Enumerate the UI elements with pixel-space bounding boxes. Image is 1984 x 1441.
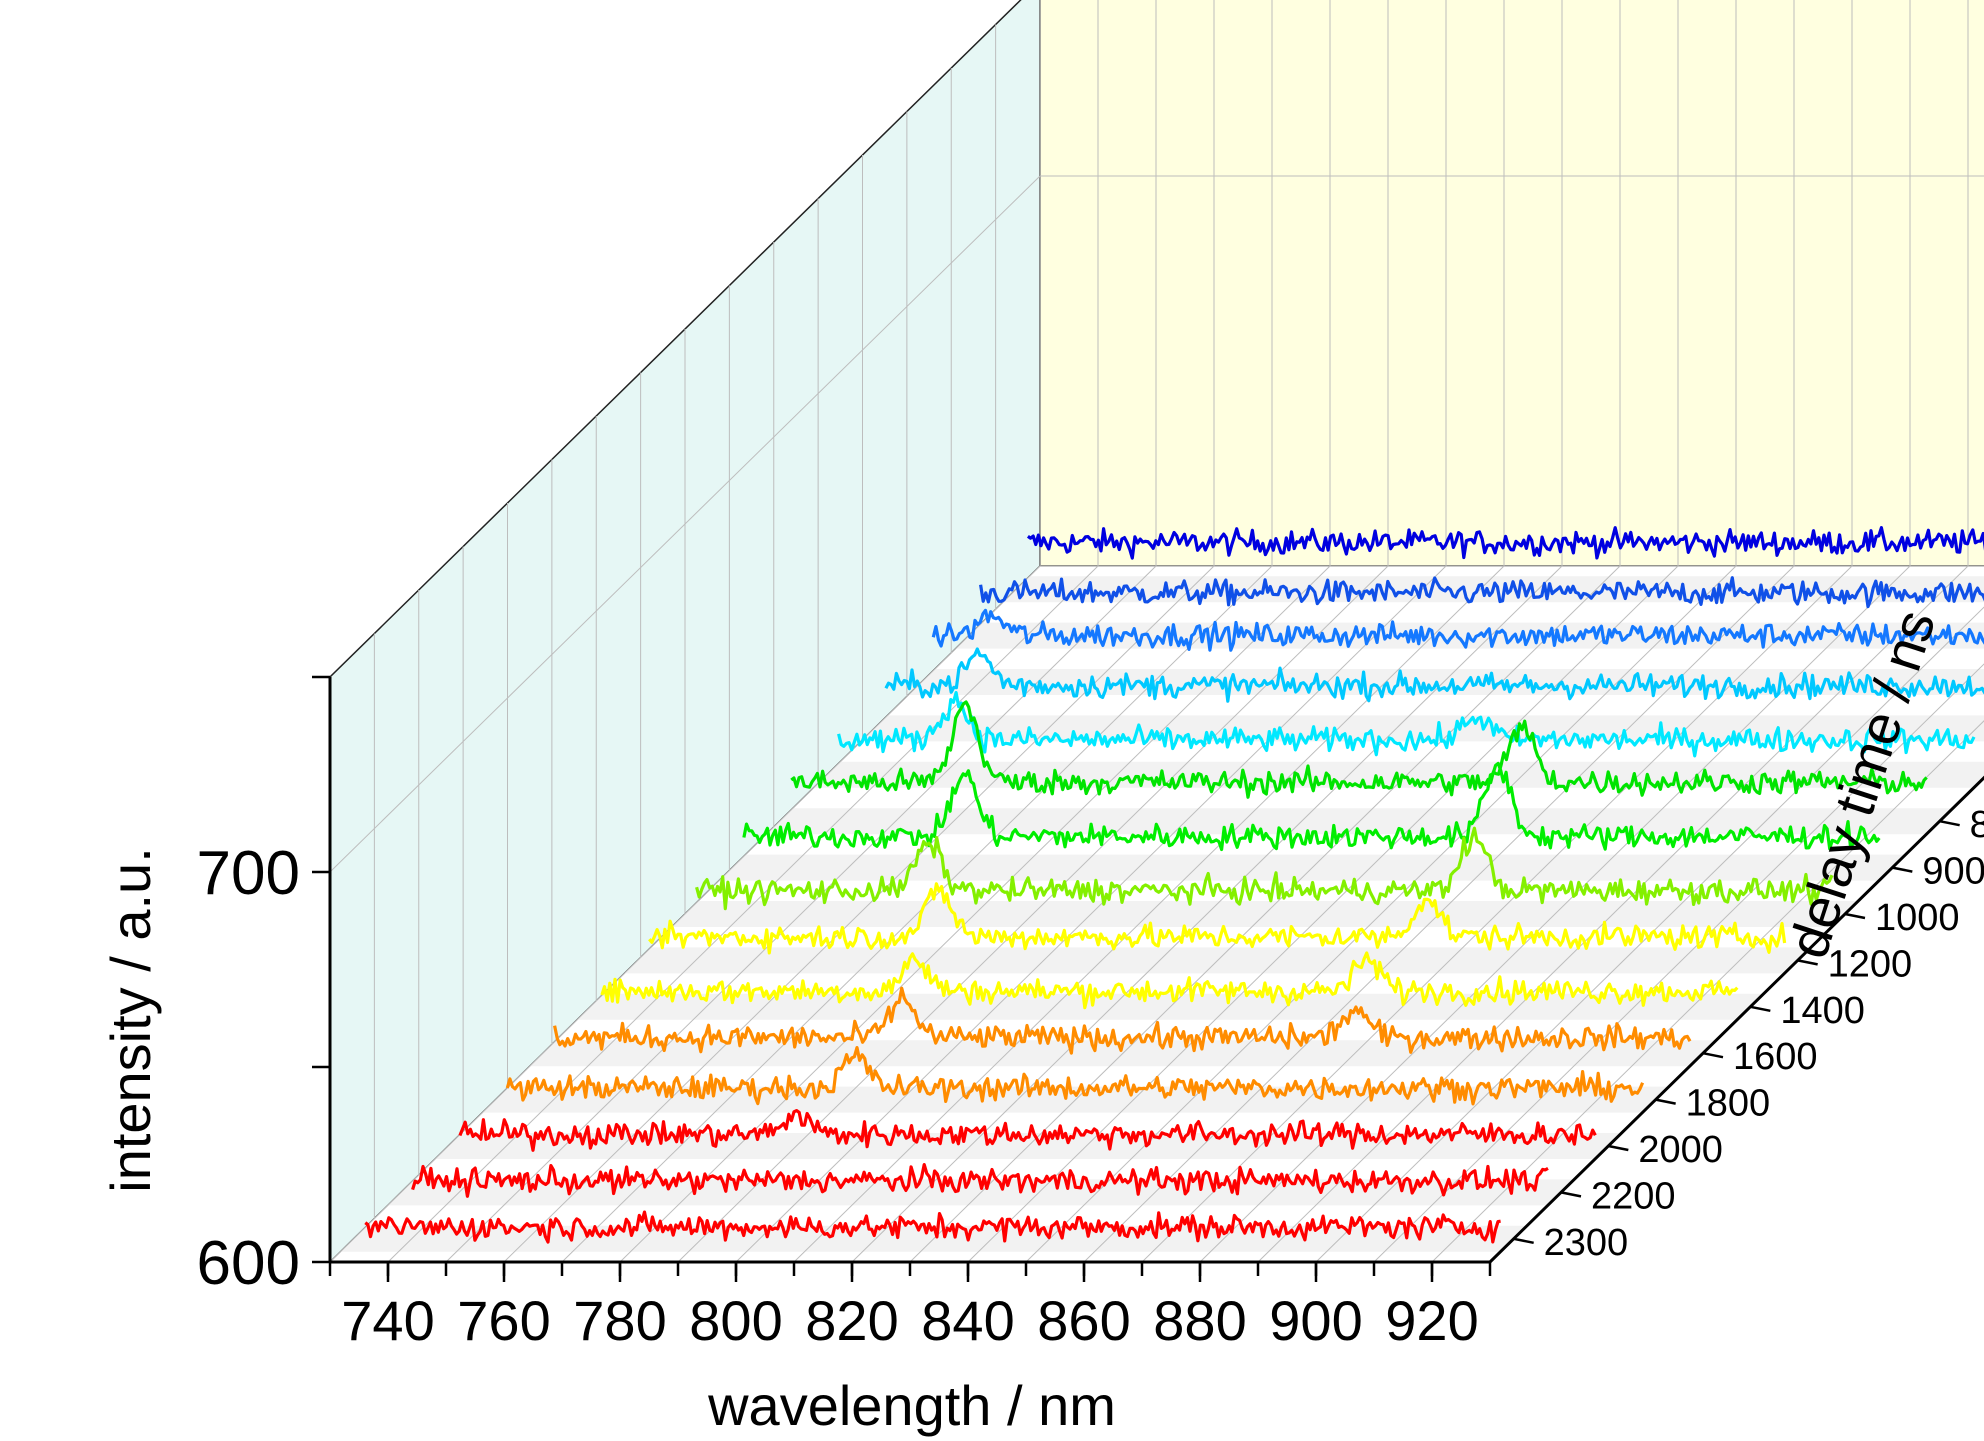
series-line-1800 bbox=[505, 1045, 1645, 1106]
depth-tick-label: 1400 bbox=[1780, 990, 1865, 1032]
x-tick-label: 920 bbox=[1385, 1289, 1478, 1352]
series-line-1400 bbox=[600, 951, 1739, 1010]
series-line-2000 bbox=[458, 1108, 1597, 1152]
depth-tick bbox=[1608, 1144, 1629, 1152]
floor-grid-line bbox=[1315, 606, 1984, 1263]
x-tick-label: 860 bbox=[1037, 1289, 1130, 1352]
depth-tick bbox=[1892, 866, 1913, 873]
tick-labels: 7407607808008208408608809009206007005005… bbox=[197, 804, 1984, 1352]
x-tick-label: 840 bbox=[921, 1289, 1014, 1352]
series-line-1200 bbox=[648, 882, 1787, 955]
depth-tick bbox=[1655, 1098, 1676, 1105]
series-line-2300 bbox=[364, 1210, 1501, 1244]
series-line-1000 bbox=[695, 826, 1834, 911]
x-axis-title: wavelength / nm bbox=[707, 1374, 1116, 1437]
floor-grid-line bbox=[1373, 663, 1984, 1263]
x-tick-label: 800 bbox=[689, 1289, 782, 1352]
series-line-550 bbox=[979, 576, 1984, 609]
series-line-700 bbox=[837, 690, 1976, 758]
floor-grid-line bbox=[851, 565, 1563, 1263]
floor-grid-line bbox=[503, 565, 1215, 1263]
floor-grid-line bbox=[387, 565, 1099, 1263]
x-tick-label: 900 bbox=[1269, 1289, 1362, 1352]
z-tick-label: 600 bbox=[197, 1229, 300, 1298]
depth-tick-label: 1200 bbox=[1828, 943, 1913, 985]
depth-tick bbox=[1702, 1051, 1724, 1059]
chart-axes bbox=[312, 675, 1984, 1282]
depth-tick-label: 2000 bbox=[1638, 1129, 1723, 1171]
floor-grid-line bbox=[445, 565, 1157, 1263]
depth-tick-label: 1800 bbox=[1686, 1083, 1771, 1125]
x-tick-label: 760 bbox=[457, 1289, 550, 1352]
floor-grid-line bbox=[1431, 720, 1984, 1263]
x-tick-label: 780 bbox=[573, 1289, 666, 1352]
x-tick-label: 740 bbox=[341, 1289, 434, 1352]
series-line-800 bbox=[790, 700, 1928, 799]
floor-grid-line bbox=[1257, 565, 1969, 1263]
z-axis-title: intensity / a.u. bbox=[99, 847, 162, 1193]
depth-tick-label: 900 bbox=[1922, 851, 1984, 893]
depth-tick-label: 2200 bbox=[1591, 1175, 1676, 1217]
x-tick-label: 820 bbox=[805, 1289, 898, 1352]
series-line-500 bbox=[1026, 526, 1984, 560]
depth-tick bbox=[1844, 912, 1866, 920]
series-layer bbox=[364, 526, 1984, 1244]
depth-tick bbox=[1797, 959, 1818, 966]
side-z-grid bbox=[329, 175, 1041, 873]
depth-tick-label: 1000 bbox=[1875, 897, 1960, 939]
floor-grid-line bbox=[1141, 565, 1853, 1263]
series-line-2200 bbox=[411, 1162, 1549, 1198]
depth-tick bbox=[1560, 1191, 1582, 1198]
series-line-900 bbox=[742, 761, 1881, 852]
depth-tick-label: 1600 bbox=[1733, 1036, 1818, 1078]
series-line-600 bbox=[931, 608, 1984, 652]
floor-grid-line bbox=[793, 565, 1505, 1263]
depth-tick bbox=[1939, 819, 1960, 827]
floor-grid-line bbox=[1025, 565, 1737, 1263]
floor-grid-line bbox=[1199, 565, 1911, 1263]
series-line-1600 bbox=[553, 986, 1692, 1055]
depth-tick bbox=[1513, 1237, 1534, 1245]
depth-tick bbox=[1750, 1005, 1771, 1013]
x-tick-label: 880 bbox=[1153, 1289, 1246, 1352]
series-line-650 bbox=[884, 647, 1984, 703]
depth-tick-label: 2300 bbox=[1544, 1222, 1629, 1264]
z-tick-label: 700 bbox=[197, 839, 300, 908]
depth-tick-label: 800 bbox=[1970, 804, 1984, 846]
back-wall bbox=[1039, 0, 1984, 567]
